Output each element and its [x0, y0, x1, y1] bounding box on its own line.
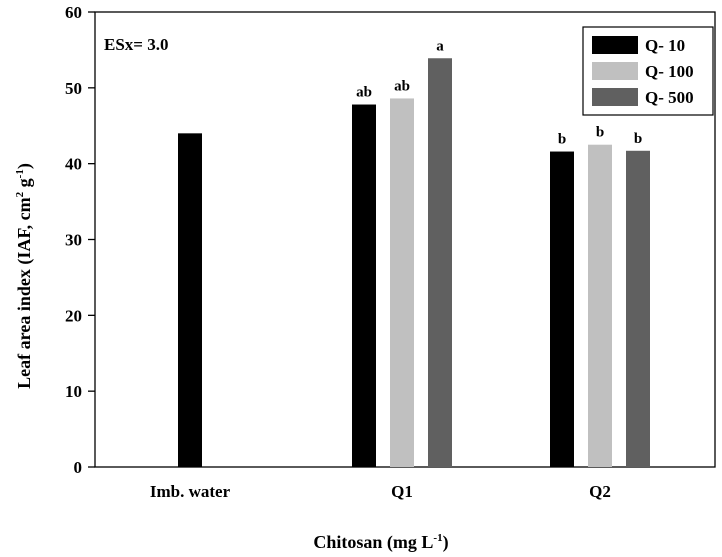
y-axis-ticks: 0 10 20 30 40 50 60 — [65, 3, 95, 477]
bar-data-label: b — [596, 125, 604, 141]
legend-swatch — [592, 62, 638, 80]
bar — [588, 144, 612, 468]
y-tick-label: 30 — [65, 231, 82, 250]
annotation-esx: ESx= 3.0 — [104, 35, 168, 54]
bar — [428, 58, 452, 468]
x-axis-title: Chitosan (mg L-1) — [313, 532, 448, 553]
y-tick-label: 60 — [65, 3, 82, 22]
bars-group — [178, 58, 650, 468]
x-category-label: Q1 — [391, 482, 413, 501]
legend-label: Q- 100 — [645, 62, 694, 81]
legend-swatch — [592, 36, 638, 54]
y-tick-label: 20 — [65, 306, 82, 325]
x-category-label: Imb. water — [150, 482, 231, 501]
y-tick-label: 50 — [65, 79, 82, 98]
y-tick-label: 0 — [74, 458, 83, 477]
y-tick-label: 40 — [65, 155, 82, 174]
bar — [178, 133, 202, 468]
legend-swatch — [592, 88, 638, 106]
legend-label: Q- 500 — [645, 88, 694, 107]
x-category-label: Q2 — [589, 482, 611, 501]
bar-data-label: b — [558, 132, 566, 148]
legend-label: Q- 10 — [645, 36, 685, 55]
bar — [390, 98, 414, 467]
category-labels: Imb. water Q1 Q2 — [150, 482, 611, 501]
bar-data-label: a — [436, 38, 444, 54]
y-tick-label: 10 — [65, 382, 82, 401]
bar — [352, 104, 376, 468]
bar-data-label: ab — [356, 85, 372, 101]
bar — [626, 150, 650, 467]
y-axis-title: Leaf area index (IAF, cm2 g-1) — [14, 163, 35, 389]
bar-data-label: b — [634, 131, 642, 147]
bar-data-label: ab — [394, 78, 410, 94]
legend: Q- 10 Q- 100 Q- 500 — [582, 26, 714, 116]
bar — [550, 151, 574, 468]
